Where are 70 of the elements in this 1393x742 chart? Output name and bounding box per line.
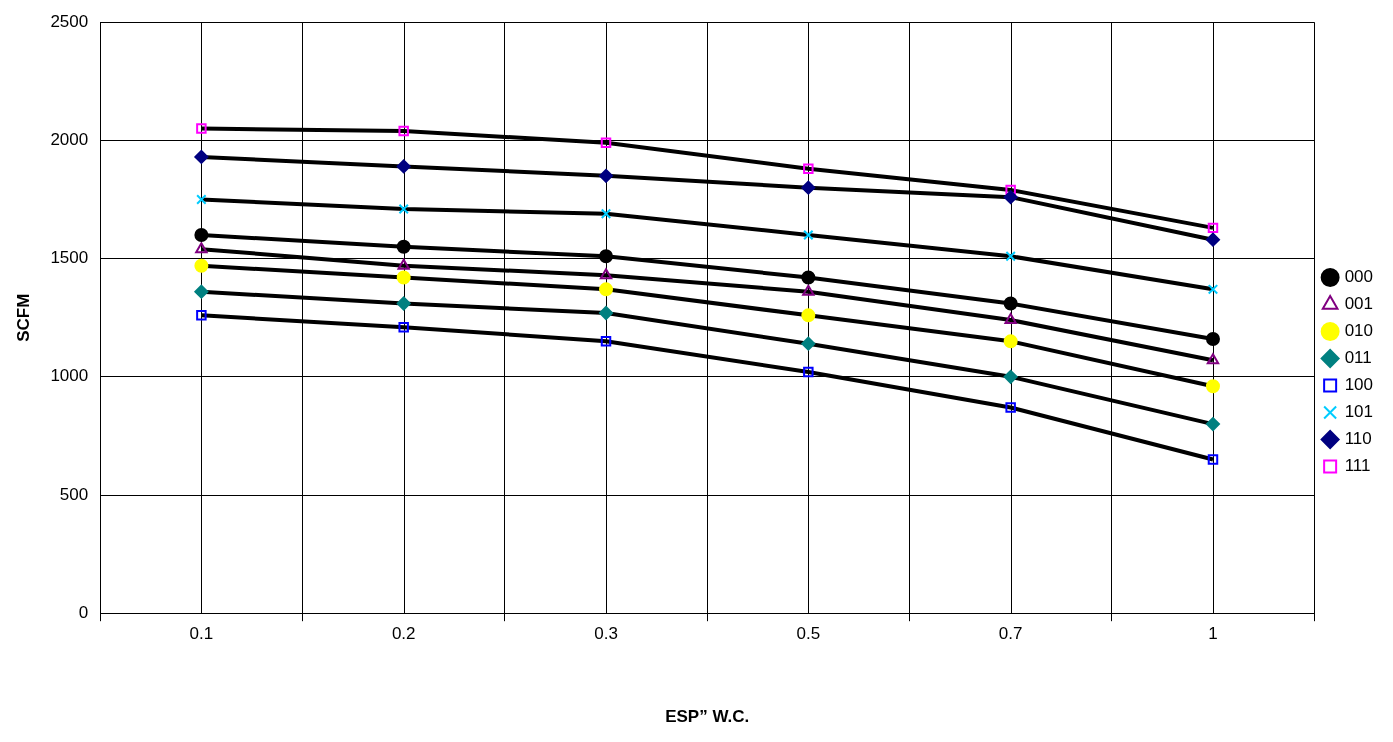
point: [398, 203, 409, 215]
point: [801, 180, 816, 195]
x-tick-label: 0.2: [391, 624, 416, 644]
legend-label: 110: [1344, 429, 1372, 449]
point: [195, 242, 208, 254]
point: [1003, 190, 1018, 205]
y-tick-label: 2500: [50, 11, 89, 31]
point: [1003, 334, 1018, 349]
point: [194, 284, 209, 299]
x-tick-label: 1: [1208, 624, 1218, 644]
legend-label: 001: [1344, 294, 1374, 314]
point: [599, 168, 614, 183]
point: [196, 310, 207, 321]
y-tick-label: 1000: [50, 366, 89, 386]
legend-label: 111: [1344, 456, 1371, 476]
point: [396, 296, 411, 311]
point: [1205, 232, 1220, 247]
y-tick-label: 0: [78, 602, 89, 622]
x-tick-label: 0.7: [998, 624, 1023, 644]
legend-label: 011: [1344, 348, 1372, 368]
point: [1206, 353, 1220, 365]
point: [1205, 331, 1220, 346]
point: [1003, 296, 1018, 311]
legend-label: 100: [1344, 375, 1374, 395]
point: [599, 282, 614, 297]
point: [397, 258, 410, 270]
y-tick-label: 1500: [50, 248, 89, 268]
point: [194, 258, 209, 273]
point: [196, 123, 207, 134]
point: [599, 249, 614, 264]
point: [194, 149, 209, 164]
point: [801, 308, 816, 323]
point: [599, 305, 614, 320]
point: [398, 125, 409, 137]
y-tick-label: 500: [59, 484, 89, 504]
y-tick-label: 2000: [50, 130, 89, 150]
point: [600, 208, 612, 219]
point: [801, 270, 816, 285]
point: [196, 194, 207, 205]
x-tick-label: 0.5: [796, 624, 821, 644]
point: [396, 159, 411, 174]
point: [802, 284, 815, 296]
point: [1004, 313, 1017, 325]
point: [1205, 379, 1220, 394]
point: [1207, 284, 1219, 295]
point: [1207, 454, 1219, 465]
point: [1005, 184, 1016, 196]
point: [396, 270, 411, 285]
legend-label: 010: [1344, 321, 1374, 341]
point: [1205, 417, 1220, 432]
point: [599, 268, 613, 280]
point: [1003, 369, 1018, 384]
x-tick-label: 0.3: [594, 624, 618, 644]
y-axis-title: SCFM: [13, 293, 33, 342]
point: [600, 137, 612, 149]
point: [396, 239, 411, 254]
point: [398, 321, 409, 333]
point: [194, 227, 209, 242]
point: [600, 336, 612, 347]
legend-label: 101: [1344, 402, 1374, 422]
point: [803, 163, 814, 175]
point: [1207, 222, 1219, 234]
point: [803, 229, 814, 241]
x-tick-label: 0.1: [189, 624, 214, 644]
point: [1005, 402, 1016, 413]
point: [1005, 250, 1016, 262]
point: [801, 336, 816, 351]
point: [803, 366, 814, 378]
legend-label: 000: [1344, 267, 1374, 287]
x-axis-title: ESP” W.C.: [665, 707, 750, 727]
